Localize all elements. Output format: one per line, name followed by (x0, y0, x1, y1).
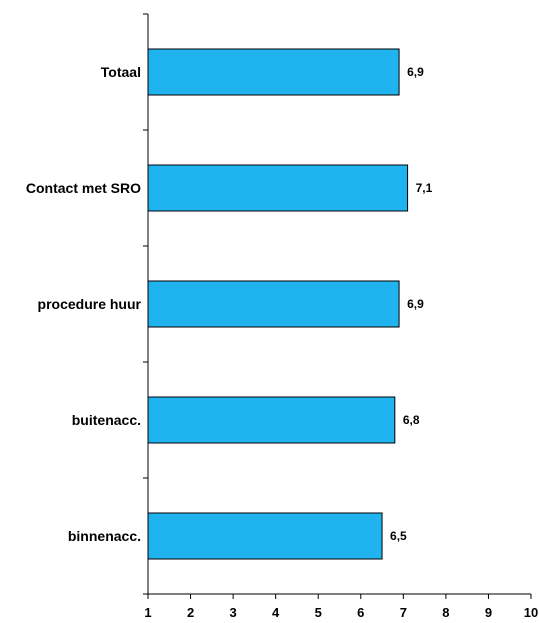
category-label: binnenacc. (68, 528, 141, 544)
x-tick-label: 10 (524, 605, 538, 620)
category-label: procedure huur (38, 296, 142, 312)
x-tick-label: 5 (315, 605, 322, 620)
labels-layer: 1 2 3 4 5 6 7 8 9 10 Totaal 6,9 Contact met SRO 7,1 pr… (26, 64, 538, 620)
bar (147, 280, 400, 328)
x-tick-label: 3 (229, 605, 236, 620)
category-label: buitenacc. (72, 412, 141, 428)
x-tick-label: 1 (144, 605, 151, 620)
bars-layer (147, 48, 409, 560)
x-tick-label: 8 (442, 605, 449, 620)
x-tick-label: 9 (485, 605, 492, 620)
x-tick-label: 6 (357, 605, 364, 620)
bar (147, 512, 383, 560)
x-tick-label: 2 (187, 605, 194, 620)
category-label: Contact met SRO (26, 180, 141, 196)
bar (147, 164, 409, 212)
data-label: 6,5 (390, 529, 407, 543)
data-label: 7,1 (416, 181, 433, 195)
category-label: Totaal (101, 64, 141, 80)
bar (147, 396, 396, 444)
data-label: 6,8 (403, 413, 420, 427)
axes-layer (143, 13, 532, 599)
x-tick-label: 7 (400, 605, 407, 620)
bar (147, 48, 400, 96)
data-label: 6,9 (407, 65, 424, 79)
data-label: 6,9 (407, 297, 424, 311)
x-tick-label: 4 (272, 605, 280, 620)
